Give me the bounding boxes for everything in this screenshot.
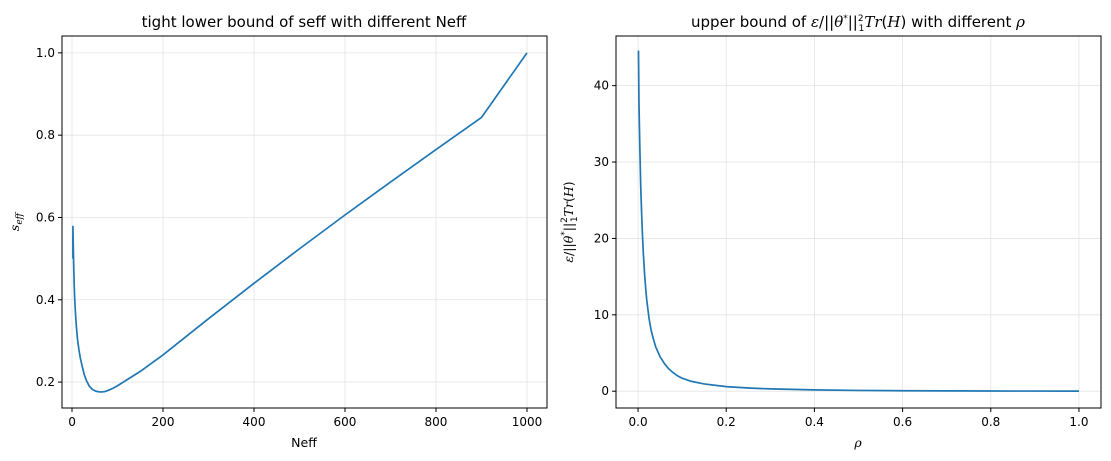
chart-title: tight lower bound of seff with different… <box>142 13 467 31</box>
x-tick-label: 200 <box>152 415 175 429</box>
x-tick-label: 0 <box>68 415 76 429</box>
y-tick-label: 40 <box>594 79 609 93</box>
x-tick-label: 600 <box>334 415 357 429</box>
gridlines <box>62 36 547 408</box>
y-tick-label: 30 <box>594 155 609 169</box>
y-ticks: 0 10 20 30 40 <box>594 79 616 398</box>
gridlines <box>616 36 1101 408</box>
x-tick-label: 400 <box>243 415 266 429</box>
x-tick-label: 1000 <box>512 415 543 429</box>
chart-seff-vs-neff: 0 200 400 600 800 1000 0.2 0.4 0.6 0.8 1.0 tight … <box>7 13 548 450</box>
y-tick-label: 0.6 <box>36 210 55 224</box>
seff-series-line <box>72 52 528 393</box>
chart-title: upper bound of ε/||θ*||2 1Tr(H) with diff… <box>691 13 1025 34</box>
y-axis-label: seff <box>7 211 25 231</box>
y-axis-label: ε/||θ*||21Tr(H) <box>560 181 580 262</box>
y-tick-label: 0.8 <box>36 128 55 142</box>
y-ticks: 0.2 0.4 0.6 0.8 1.0 <box>36 46 62 389</box>
y-tick-label: 0.2 <box>36 375 55 389</box>
epsilon-series-line <box>637 50 1079 392</box>
x-tick-label: 0.0 <box>629 415 648 429</box>
chart-epsilon-vs-rho: 0.0 0.2 0.4 0.6 0.8 1.0 0 10 20 30 40 upper bound… <box>560 13 1102 450</box>
x-axis-label: Neff <box>291 435 317 450</box>
x-ticks: 0 200 400 600 800 1000 <box>68 408 542 429</box>
y-tick-label: 20 <box>594 231 609 245</box>
x-tick-label: 800 <box>425 415 448 429</box>
x-tick-label: 0.8 <box>981 415 1000 429</box>
axes-frame <box>615 35 1102 409</box>
x-tick-label: 0.2 <box>717 415 736 429</box>
y-tick-label: 10 <box>594 308 609 322</box>
x-tick-label: 1.0 <box>1069 415 1088 429</box>
axes-frame <box>61 35 548 409</box>
x-tick-label: 0.4 <box>805 415 824 429</box>
x-ticks: 0.0 0.2 0.4 0.6 0.8 1.0 <box>629 408 1088 429</box>
x-axis-label: ρ <box>853 435 862 450</box>
x-tick-label: 0.6 <box>893 415 912 429</box>
y-tick-label: 1.0 <box>36 46 55 60</box>
y-tick-label: 0 <box>601 384 609 398</box>
y-tick-label: 0.4 <box>36 293 55 307</box>
